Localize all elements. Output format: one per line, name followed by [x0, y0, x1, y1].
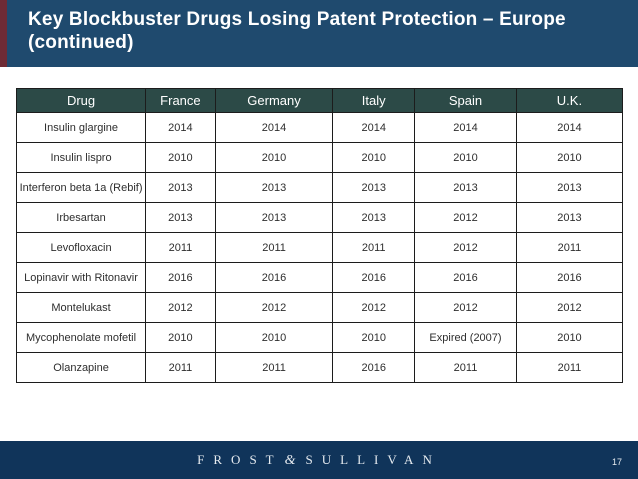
year-cell: 2013	[145, 202, 216, 233]
slide-title-line-2: (continued)	[28, 32, 134, 53]
year-cell: 2013	[214, 202, 334, 233]
drug-name-cell: Interferon beta 1a (Rebif)	[15, 172, 147, 203]
title-bar: Key Blockbuster Drugs Losing Patent Prot…	[0, 0, 638, 67]
table-row: Mycophenolate mofetil 2010 2010 2010 Expired…	[15, 322, 624, 353]
drug-name-cell: Insulin lispro	[15, 142, 147, 173]
drug-name-cell: Levofloxacin	[15, 232, 147, 263]
page-number: 17	[611, 457, 622, 467]
year-cell: 2014	[332, 112, 416, 143]
drug-name-cell: Olanzapine	[15, 352, 147, 383]
column-header-spain: Spain	[414, 88, 517, 113]
frost-sullivan-logo: FROST & SULLIVAN	[0, 452, 638, 469]
year-cell: 2016	[145, 262, 216, 293]
year-cell: 2010	[332, 142, 416, 173]
table-row: Insulin glargine 2014 2014 2014 2014 2014	[15, 112, 624, 143]
year-cell: 2010	[145, 322, 216, 353]
year-cell: 2011	[515, 352, 624, 383]
year-cell: 2010	[414, 142, 517, 173]
slide-title: Key Blockbuster Drugs Losing Patent Prot…	[28, 8, 624, 54]
brand-word-sullivan: SULLIVAN	[305, 452, 441, 467]
column-header-italy: Italy	[332, 88, 416, 113]
year-cell: Expired (2007)	[414, 322, 517, 353]
drug-name-cell: Lopinavir with Ritonavir	[15, 262, 147, 293]
table-row: Montelukast 2012 2012 2012 2012 2012	[15, 292, 624, 323]
year-cell: 2010	[332, 322, 416, 353]
year-cell: 2013	[515, 202, 624, 233]
drug-name-cell: Insulin glargine	[15, 112, 147, 143]
year-cell: 2016	[414, 262, 517, 293]
table-row: Levofloxacin 2011 2011 2011 2012 2011	[15, 232, 624, 263]
table-body: Insulin glargine 2014 2014 2014 2014 2014 Insu…	[15, 112, 624, 383]
drug-name-cell: Mycophenolate mofetil	[15, 322, 147, 353]
column-header-germany: Germany	[214, 88, 334, 113]
year-cell: 2014	[145, 112, 216, 143]
year-cell: 2016	[214, 262, 334, 293]
year-cell: 2011	[145, 352, 216, 383]
year-cell: 2013	[145, 172, 216, 203]
patent-table-container: Drug France Germany Italy Spain U.K. Insulin …	[15, 88, 624, 383]
year-cell: 2014	[414, 112, 517, 143]
column-header-france: France	[145, 88, 216, 113]
drug-name-cell: Montelukast	[15, 292, 147, 323]
brand-word-frost: FROST	[197, 452, 283, 467]
year-cell: 2013	[515, 172, 624, 203]
year-cell: 2014	[515, 112, 624, 143]
table-row: Insulin lispro 2010 2010 2010 2010 2010	[15, 142, 624, 173]
year-cell: 2011	[214, 352, 334, 383]
slide-title-line-1: Key Blockbuster Drugs Losing Patent Prot…	[28, 9, 566, 30]
year-cell: 2011	[332, 232, 416, 263]
year-cell: 2011	[414, 352, 517, 383]
year-cell: 2012	[414, 232, 517, 263]
year-cell: 2013	[332, 202, 416, 233]
year-cell: 2011	[214, 232, 334, 263]
year-cell: 2016	[332, 262, 416, 293]
brand-ampersand: &	[284, 453, 296, 468]
year-cell: 2013	[332, 172, 416, 203]
year-cell: 2012	[414, 292, 517, 323]
year-cell: 2012	[214, 292, 334, 323]
year-cell: 2016	[515, 262, 624, 293]
year-cell: 2010	[214, 322, 334, 353]
table-row: Irbesartan 2013 2013 2013 2012 2013	[15, 202, 624, 233]
year-cell: 2011	[515, 232, 624, 263]
year-cell: 2012	[145, 292, 216, 323]
table-row: Interferon beta 1a (Rebif) 2013 2013 2013 20…	[15, 172, 624, 203]
year-cell: 2014	[214, 112, 334, 143]
year-cell: 2013	[214, 172, 334, 203]
year-cell: 2010	[145, 142, 216, 173]
year-cell: 2012	[332, 292, 416, 323]
year-cell: 2016	[332, 352, 416, 383]
year-cell: 2010	[515, 142, 624, 173]
table-header-row: Drug France Germany Italy Spain U.K.	[15, 88, 624, 113]
year-cell: 2012	[414, 202, 517, 233]
patent-table: Drug France Germany Italy Spain U.K. Insulin …	[15, 88, 624, 383]
year-cell: 2011	[145, 232, 216, 263]
table-row: Olanzapine 2011 2011 2016 2011 2011	[15, 352, 624, 383]
year-cell: 2013	[414, 172, 517, 203]
footer-bar: FROST & SULLIVAN 17	[0, 441, 638, 479]
column-header-uk: U.K.	[515, 88, 624, 113]
year-cell: 2012	[515, 292, 624, 323]
accent-stripe	[0, 0, 7, 67]
drug-name-cell: Irbesartan	[15, 202, 147, 233]
column-header-drug: Drug	[15, 88, 147, 113]
year-cell: 2010	[214, 142, 334, 173]
table-row: Lopinavir with Ritonavir 2016 2016 2016 2016…	[15, 262, 624, 293]
year-cell: 2010	[515, 322, 624, 353]
